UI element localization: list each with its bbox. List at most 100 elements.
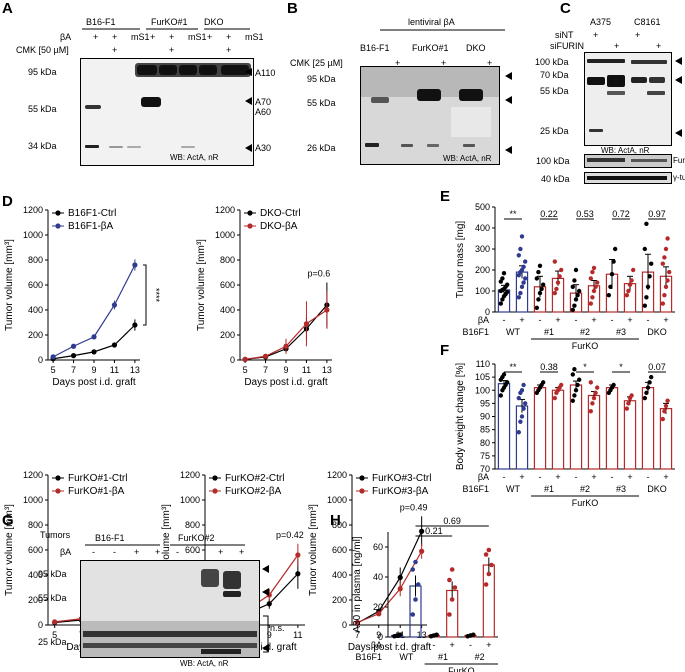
p-value-label: p=0.49 (400, 502, 428, 512)
data-point (132, 322, 138, 328)
x-tick-label: 13 (130, 365, 140, 375)
sig-label: 0.53 (576, 209, 594, 219)
ba-cell: - (503, 315, 506, 325)
mw-25-c: 25 kDa (540, 126, 569, 136)
data-point (486, 571, 492, 577)
ba-cell-g-0: - (92, 547, 95, 557)
y-tick-label: 200 (220, 330, 235, 340)
data-point (552, 290, 558, 296)
data-point (242, 356, 248, 362)
y-tick-label: 400 (332, 570, 347, 580)
y-tick-label: 800 (332, 520, 347, 530)
mw-55-b: 55 kDa (307, 98, 336, 108)
data-point (354, 619, 360, 626)
data-point (609, 272, 615, 277)
band-arrow-b-top (505, 72, 512, 80)
ba-cell: + (413, 640, 418, 650)
b16f1-label: B16F1 (355, 652, 382, 662)
mw-95-a: 95 kDa (28, 67, 57, 77)
y-tick-label: 800 (28, 255, 43, 265)
y-tick-label: 1200 (23, 205, 43, 215)
legend-label: FurKO#3-Ctrl (372, 473, 431, 484)
group-label-c8161: C8161 (634, 17, 661, 27)
cmk-cell-a-7: + (226, 45, 232, 55)
ba-cell: + (627, 315, 632, 325)
mw-40-c2: 40 kDa (541, 174, 570, 184)
band-arrow-b-bottom (505, 146, 512, 154)
data-point (489, 562, 494, 568)
panel-letter-b: B (287, 0, 298, 17)
y-tick-label: 400 (28, 305, 43, 315)
data-point (660, 416, 666, 422)
band-label-a110: A110 (255, 68, 276, 78)
data-point (557, 274, 562, 279)
group-underlines-a (82, 28, 250, 30)
y-tick-label: 75 (480, 451, 490, 461)
western-blot-c (584, 52, 672, 146)
furko-label: FurKO (448, 666, 475, 672)
data-point (590, 269, 595, 275)
sig-label: ** (509, 362, 517, 372)
panel-letter-f: F (440, 342, 450, 359)
ba-row-label-a: βA (60, 32, 72, 42)
y-tick-label: 85 (480, 425, 490, 435)
legend-swatch-dot (55, 475, 61, 481)
data-point (50, 354, 56, 360)
bar (533, 387, 547, 470)
group-label: DKO (647, 327, 667, 337)
tumors-label: Tumors (40, 530, 71, 540)
data-point (645, 284, 651, 289)
y-tick-label: 400 (475, 223, 490, 233)
data-point (575, 293, 580, 298)
data-point (434, 632, 439, 638)
y-tick-label: 1200 (327, 470, 347, 480)
ba-row-label: βA (478, 472, 489, 482)
tub-label: γ-tub (673, 173, 685, 182)
series-line (357, 530, 423, 624)
data-point (591, 265, 597, 271)
data-point (572, 303, 577, 308)
data-point (612, 246, 618, 252)
data-point (648, 261, 654, 266)
ba-cell: + (663, 315, 668, 325)
panel-letter-e: E (440, 188, 451, 205)
panel-letter-g: G (2, 512, 14, 529)
legend-swatch-dot (55, 488, 61, 494)
data-point (410, 612, 416, 617)
a30-plasma-chart: 0 20 40 60 A30 in plasma [ng/ml] - + - + - + βA B16F… (352, 516, 498, 672)
ba-cell: + (591, 472, 596, 482)
data-point (283, 343, 289, 349)
ba-cell: + (519, 472, 524, 482)
data-point (570, 307, 576, 313)
ba-row-label: βA (478, 315, 489, 325)
ba-cell: - (539, 315, 542, 325)
y-tick-label: 40 (373, 572, 383, 582)
mw-95-b: 95 kDa (307, 74, 336, 84)
data-point (410, 567, 416, 572)
y-tick-label: 90 (480, 412, 490, 422)
wb-label-a: WB: ActA, nR (170, 153, 219, 162)
y-tick-label: 1200 (23, 470, 43, 480)
group-label: #1 (438, 652, 448, 662)
data-point (449, 567, 455, 572)
group-label-b16: B16-F1 (86, 17, 116, 27)
sig-label: 0.07 (648, 362, 666, 372)
ba-cell-a-1: + (112, 32, 118, 42)
data-point (642, 303, 648, 308)
cmk-cell-b-5: + (487, 58, 493, 68)
y-tick-label: 200 (332, 595, 347, 605)
data-point (52, 619, 58, 625)
western-blot-b (360, 66, 500, 165)
data-point (593, 390, 598, 396)
data-point (648, 374, 654, 380)
data-point (588, 301, 594, 306)
data-point (470, 632, 476, 638)
ba-cell: + (519, 315, 524, 325)
ba-cell: - (469, 640, 472, 650)
data-point (419, 528, 425, 534)
ba-cell: - (432, 640, 435, 650)
ba-cell-a-2: mS1 (131, 32, 150, 42)
y-tick-label: 110 (476, 359, 490, 369)
y-tick-label: 0 (38, 355, 43, 365)
y-tick-label: 1200 (180, 470, 200, 480)
